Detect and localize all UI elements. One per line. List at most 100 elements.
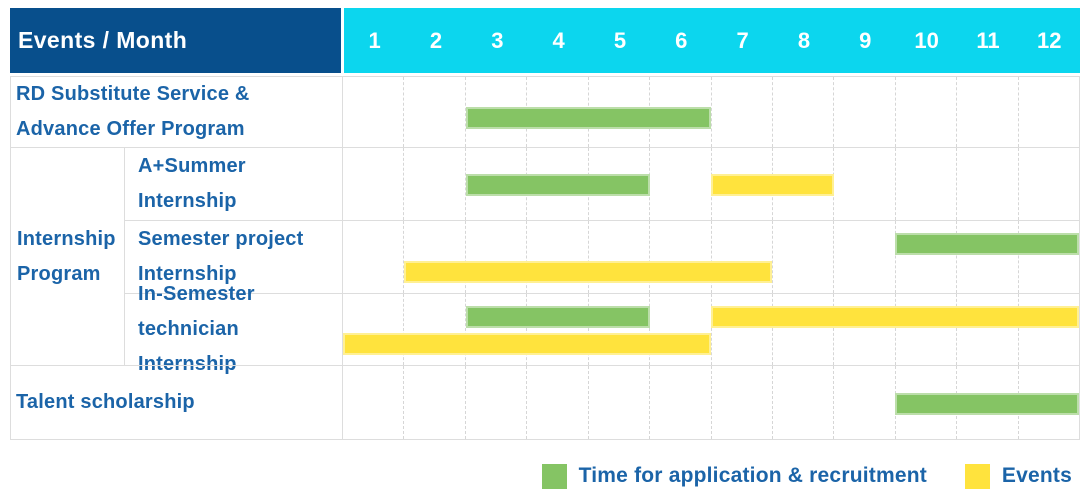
month-header-8: 8 (797, 27, 811, 53)
row-label-line: Internship (138, 263, 237, 285)
month-gridline (587, 366, 649, 439)
gantt-bar-yellow (711, 305, 1079, 328)
month-gridline (894, 148, 956, 220)
row-label-line: Semester project (138, 228, 304, 250)
month-gridline (464, 366, 526, 439)
legend-item-events: Events (964, 463, 1072, 489)
month-gridline (526, 294, 587, 365)
month-gridline (894, 77, 956, 147)
month-header-3: 3 (491, 27, 504, 53)
month-gridline (894, 294, 956, 365)
legend-label: Events (1001, 464, 1072, 487)
month-gridline (894, 221, 956, 293)
row-label-line: Internship (138, 190, 237, 212)
month-gridline (403, 366, 464, 439)
month-gridline (464, 221, 526, 293)
legend-swatch-yellow (964, 463, 990, 489)
month-gridline (1017, 221, 1079, 293)
gantt-bar-yellow (711, 174, 834, 197)
month-gridline (1017, 77, 1079, 147)
month-gridline (956, 221, 1017, 293)
month-gridline (833, 77, 894, 147)
gantt-bar-green (895, 392, 1079, 415)
month-gridline (833, 366, 894, 439)
chart-row-rd-substitute (342, 77, 1079, 147)
month-gridline (833, 221, 894, 293)
month-header-10: 10 (914, 27, 939, 53)
month-gridline (771, 221, 833, 293)
month-gridline (403, 77, 464, 147)
month-header-5: 5 (613, 27, 627, 53)
month-header-12: 12 (1037, 27, 1062, 53)
month-header-6: 6 (675, 27, 688, 53)
row-label-line: A+Summer (138, 155, 246, 177)
row-label-internship-program: Internship Program (11, 147, 125, 365)
month-gridline (464, 294, 526, 365)
table-header-row: Events / Month 1 2 3 4 5 6 7 8 9 10 11 12 (10, 8, 1080, 73)
gantt-bar-yellow (343, 333, 711, 356)
month-gridline (343, 221, 403, 293)
row-label-a-plus-summer: A+Summer Internship (125, 147, 342, 220)
row-label-line: Program (17, 262, 101, 285)
month-gridline (956, 294, 1017, 365)
row-label-in-semester-technician: In-Semester technician Internship (125, 283, 342, 375)
month-gridline (587, 221, 649, 293)
month-gridline (649, 294, 710, 365)
month-gridline (1017, 294, 1079, 365)
month-gridline (649, 366, 710, 439)
row-label-line: In-Semester (138, 283, 255, 305)
chart-row-semester-project (342, 220, 1079, 293)
month-gridline (403, 148, 464, 220)
month-gridline (710, 294, 772, 365)
month-gridline (343, 77, 403, 147)
month-header-4: 4 (552, 27, 565, 53)
month-gridline (343, 366, 403, 439)
row-label-line: Internship (17, 227, 116, 250)
month-header-2: 2 (429, 27, 443, 53)
month-gridline (956, 148, 1017, 220)
month-gridline (649, 221, 710, 293)
legend-label: Time for application & recruitment (578, 464, 927, 487)
month-gridline (833, 148, 894, 220)
month-gridline (710, 366, 772, 439)
gantt-bar-green (895, 233, 1079, 256)
row-label-line: Advance Offer Program (16, 118, 245, 140)
month-gridline (464, 77, 526, 147)
row-label-line: Talent scholarship (16, 391, 195, 413)
month-gridline (1017, 148, 1079, 220)
row-label-semester-project: Semester project Internship (125, 220, 342, 293)
chart-row-in-semester-technician (342, 293, 1079, 365)
month-gridline (587, 294, 649, 365)
events-month-table: Events / Month 1 2 3 4 5 6 7 8 9 10 11 12 RD Substi… (10, 8, 1080, 440)
chart-row-a-plus-summer (342, 147, 1079, 220)
month-gridline (710, 221, 772, 293)
month-gridline (771, 77, 833, 147)
gantt-bar-yellow (404, 260, 773, 283)
month-gridline (956, 77, 1017, 147)
month-gridline (403, 294, 464, 365)
header-events-month-cell: Events / Month (10, 8, 341, 73)
month-header-7: 7 (736, 27, 749, 53)
month-gridline (833, 294, 894, 365)
gantt-bar-green (465, 305, 650, 328)
month-gridline (464, 148, 526, 220)
month-gridline (649, 148, 710, 220)
month-gridline (771, 366, 833, 439)
gantt-bar-green (465, 107, 711, 130)
month-header-row: 1 2 3 4 5 6 7 8 9 10 11 12 (341, 8, 1080, 73)
row-label-rd-substitute: RD Substitute Service & Advance Offer Pr… (11, 77, 342, 147)
table-body: RD Substitute Service & Advance Offer Pr… (10, 76, 1080, 440)
month-gridline (526, 221, 587, 293)
month-gridline (526, 366, 587, 439)
month-gridline (343, 148, 403, 220)
month-gridline (403, 221, 464, 293)
month-header-1: 1 (368, 27, 381, 53)
chart-row-talent-scholarship (342, 365, 1079, 439)
month-header-9: 9 (859, 27, 872, 53)
month-gridline (771, 294, 833, 365)
row-label-line: technician Internship (138, 318, 239, 375)
gantt-bar-green (465, 174, 650, 197)
row-label-talent-scholarship: Talent scholarship (11, 365, 342, 439)
legend-swatch-green (541, 463, 567, 489)
legend: Time for application & recruitment Event… (541, 461, 1072, 491)
